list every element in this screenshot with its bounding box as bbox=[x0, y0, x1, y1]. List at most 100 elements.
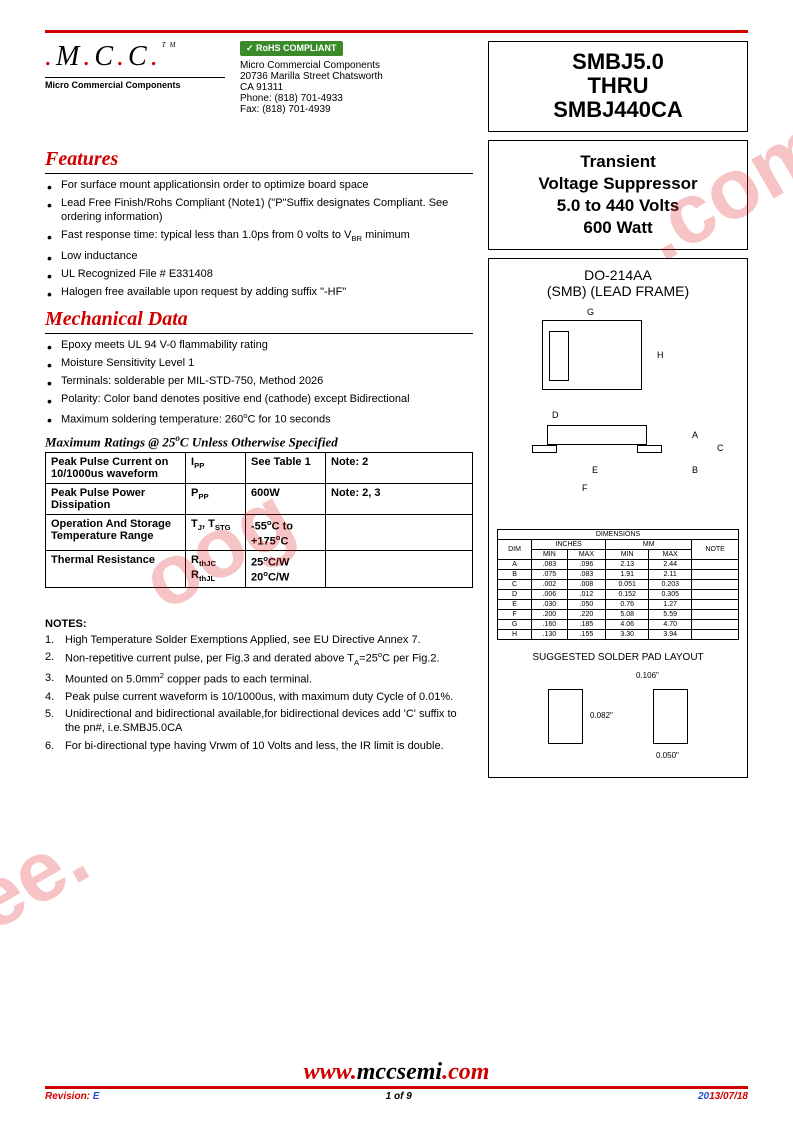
note-item: 5.Unidirectional and bidirectional avail… bbox=[65, 707, 473, 736]
note-item: 2.Non-repetitive current pulse, per Fig.… bbox=[65, 650, 473, 668]
rating-param: Peak Pulse Current on 10/1000us waveform bbox=[46, 453, 186, 484]
address-block: RoHS COMPLIANT Micro Commercial Componen… bbox=[240, 41, 473, 132]
mech-item: Moisture Sensitivity Level 1 bbox=[61, 356, 473, 370]
description-box: Transient Voltage Suppressor 5.0 to 440 … bbox=[488, 140, 748, 250]
mechanical-heading: Mechanical Data bbox=[45, 308, 473, 334]
logo-subtitle: Micro Commercial Components bbox=[45, 80, 225, 90]
table-row: Peak Pulse Current on 10/1000us waveform… bbox=[46, 453, 473, 484]
feature-item: Fast response time: typical less than 1.… bbox=[61, 228, 473, 244]
notes-list: 1.High Temperature Solder Exemptions App… bbox=[45, 633, 473, 753]
addr-company: Micro Commercial Components bbox=[240, 60, 473, 71]
tm-mark: TM bbox=[162, 41, 180, 49]
mech-item: Polarity: Color band denotes positive en… bbox=[61, 392, 473, 406]
table-row: Thermal Resistance RthJCRthJL 25oC/W20oC… bbox=[46, 551, 473, 587]
rating-val: See Table 1 bbox=[246, 453, 326, 484]
addr-city: CA 91311 bbox=[240, 82, 473, 93]
dim-d: D bbox=[552, 410, 559, 420]
table-row: C.002.0080.0510.203 bbox=[498, 579, 739, 589]
feature-item: UL Recognized File # E331408 bbox=[61, 267, 473, 281]
pad-diagram: 0.106" 0.082" 0.050" bbox=[528, 669, 708, 769]
rating-sym: IPP bbox=[186, 453, 246, 484]
table-row: B.075.0831.912.11 bbox=[498, 569, 739, 579]
addr-fax: Fax: (818) 701-4939 bbox=[240, 104, 473, 115]
table-row: Operation And Storage Temperature Range … bbox=[46, 515, 473, 551]
col-inches: INCHES bbox=[532, 539, 606, 549]
right-column: Transient Voltage Suppressor 5.0 to 440 … bbox=[488, 140, 748, 778]
logo-box: .M.C.C.TM Micro Commercial Components bbox=[45, 41, 225, 132]
dim-h: H bbox=[657, 350, 664, 360]
note-item: 6.For bi-directional type having Vrwm of… bbox=[65, 739, 473, 753]
note-item: 3.Mounted on 5.0mm2 copper pads to each … bbox=[65, 671, 473, 687]
col-note: NOTE bbox=[692, 539, 739, 559]
features-list: For surface mount applicationsin order t… bbox=[45, 178, 473, 300]
pad-left bbox=[548, 689, 583, 744]
rohs-badge: RoHS COMPLIANT bbox=[240, 41, 343, 56]
content-row: Features For surface mount applicationsi… bbox=[45, 140, 748, 778]
package-box: DO-214AA(SMB) (LEAD FRAME) G H D A C bbox=[488, 258, 748, 778]
pad-right bbox=[653, 689, 688, 744]
pkg-top-view bbox=[542, 320, 642, 390]
table-row: Peak Pulse Power Dissipation PPP 600W No… bbox=[46, 484, 473, 515]
feature-item: Halogen free available upon request by a… bbox=[61, 285, 473, 299]
revision: Revision: E bbox=[45, 1091, 99, 1102]
dim-e: E bbox=[592, 465, 598, 475]
logo-text: .M.C.C.TM bbox=[45, 41, 225, 73]
note-item: 4.Peak pulse current waveform is 10/1000… bbox=[65, 690, 473, 704]
col-mm: MM bbox=[606, 539, 692, 549]
title-line2: THRU bbox=[493, 74, 743, 98]
rating-param: Thermal Resistance bbox=[46, 551, 186, 587]
mech-item: Epoxy meets UL 94 V-0 flammability ratin… bbox=[61, 338, 473, 352]
package-diagram: G H D A C B E F bbox=[497, 305, 739, 525]
part-title-box: SMBJ5.0 THRU SMBJ440CA bbox=[488, 41, 748, 132]
rating-note bbox=[326, 515, 473, 551]
rating-note bbox=[326, 551, 473, 587]
table-row: F.200.2205.085.59 bbox=[498, 609, 739, 619]
mech-item: Maximum soldering temperature: 260oC for… bbox=[61, 411, 473, 427]
table-row: H.130.1553.303.94 bbox=[498, 629, 739, 639]
features-heading: Features bbox=[45, 148, 473, 174]
table-row: D.006.0120.1520.305 bbox=[498, 589, 739, 599]
rating-sym: PPP bbox=[186, 484, 246, 515]
pad-dim1: 0.106" bbox=[636, 671, 659, 680]
desc-line: Voltage Suppressor bbox=[493, 173, 743, 195]
footer-url: www.mccsemi.com bbox=[45, 1059, 748, 1086]
mech-item: Terminals: solderable per MIL-STD-750, M… bbox=[61, 374, 473, 388]
dimensions-table: DIMENSIONS DIM INCHES MM NOTE MINMAX MIN… bbox=[497, 529, 739, 640]
rating-param: Peak Pulse Power Dissipation bbox=[46, 484, 186, 515]
rating-param: Operation And Storage Temperature Range bbox=[46, 515, 186, 551]
feature-item: Lead Free Finish/Rohs Compliant (Note1) … bbox=[61, 196, 473, 225]
rating-val: -55oC to +175oC bbox=[246, 515, 326, 551]
feature-item: For surface mount applicationsin order t… bbox=[61, 178, 473, 192]
title-line1: SMBJ5.0 bbox=[493, 50, 743, 74]
dim-c: C bbox=[717, 443, 724, 453]
pad-dim3: 0.050" bbox=[656, 751, 679, 760]
footer: www.mccsemi.com Revision: E 1 of 9 2013/… bbox=[45, 1059, 748, 1102]
package-title: DO-214AA(SMB) (LEAD FRAME) bbox=[497, 267, 739, 299]
left-column: Features For surface mount applicationsi… bbox=[45, 140, 473, 778]
dims-heading: DIMENSIONS bbox=[498, 529, 739, 539]
desc-line: Transient bbox=[493, 151, 743, 173]
desc-line: 5.0 to 440 Volts bbox=[493, 195, 743, 217]
pkg-side-view bbox=[532, 425, 662, 455]
note-item: 1.High Temperature Solder Exemptions App… bbox=[65, 633, 473, 647]
rating-note: Note: 2, 3 bbox=[326, 484, 473, 515]
dim-b: B bbox=[692, 465, 698, 475]
addr-phone: Phone: (818) 701-4933 bbox=[240, 93, 473, 104]
col-dim: DIM bbox=[498, 539, 532, 559]
dim-g: G bbox=[587, 307, 594, 317]
table-row: A.083.0962.132.44 bbox=[498, 559, 739, 569]
pad-dim2: 0.082" bbox=[590, 711, 613, 720]
ratings-heading: Maximum Ratings @ 25oC Unless Otherwise … bbox=[45, 433, 473, 450]
ratings-table: Peak Pulse Current on 10/1000us waveform… bbox=[45, 452, 473, 588]
watermark: ee. bbox=[0, 807, 105, 951]
page-number: 1 of 9 bbox=[386, 1091, 412, 1102]
notes-heading: NOTES: bbox=[45, 618, 473, 630]
table-row: E.030.0500.761.27 bbox=[498, 599, 739, 609]
header-row: .M.C.C.TM Micro Commercial Components Ro… bbox=[45, 41, 748, 132]
top-red-rule bbox=[45, 30, 748, 33]
rating-sym: TJ, TSTG bbox=[186, 515, 246, 551]
rating-val: 600W bbox=[246, 484, 326, 515]
title-line3: SMBJ440CA bbox=[493, 98, 743, 122]
feature-item: Low inductance bbox=[61, 249, 473, 263]
mechanical-list: Epoxy meets UL 94 V-0 flammability ratin… bbox=[45, 338, 473, 427]
